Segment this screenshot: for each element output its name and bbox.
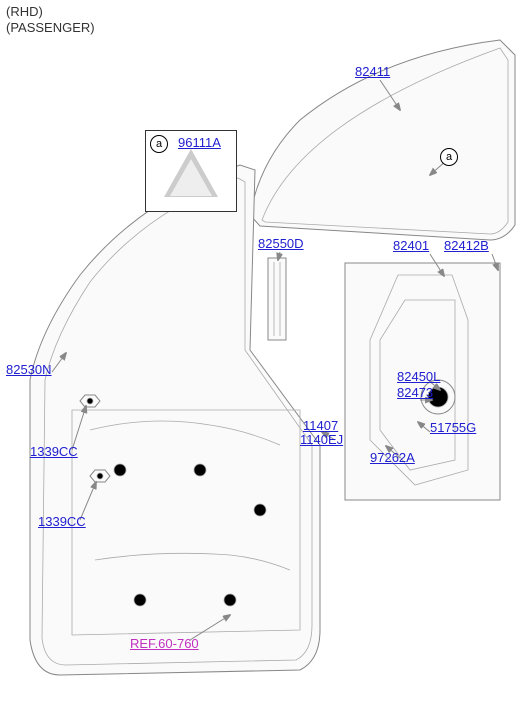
- ref-60-760[interactable]: REF.60-760: [130, 636, 199, 651]
- part-96111A[interactable]: 96111A: [178, 135, 221, 150]
- marker-a-inset: a: [150, 135, 168, 153]
- part-1339CC-1[interactable]: 1339CC: [30, 444, 78, 459]
- part-82473[interactable]: 82473: [397, 385, 433, 400]
- part-82530N[interactable]: 82530N: [6, 362, 52, 377]
- header-line1: (RHD): [6, 4, 43, 19]
- part-82412B[interactable]: 82412B: [444, 238, 489, 253]
- part-1339CC-2[interactable]: 1339CC: [38, 514, 86, 529]
- diagram-svg: [0, 0, 532, 727]
- antenna-triangle-icon: [164, 149, 218, 197]
- header-line2: (PASSENGER): [6, 20, 95, 35]
- part-82550D[interactable]: 82550D: [258, 236, 304, 251]
- part-11407[interactable]: 11407: [303, 418, 338, 433]
- part-82450L[interactable]: 82450L: [397, 369, 440, 384]
- part-82401[interactable]: 82401: [393, 238, 429, 253]
- marker-a-glass: a: [440, 148, 458, 166]
- part-1140EJ[interactable]: 1140EJ: [300, 432, 343, 447]
- part-97262A[interactable]: 97262A: [370, 450, 415, 465]
- part-82411[interactable]: 82411: [355, 64, 390, 79]
- part-51755G[interactable]: 51755G: [430, 420, 476, 435]
